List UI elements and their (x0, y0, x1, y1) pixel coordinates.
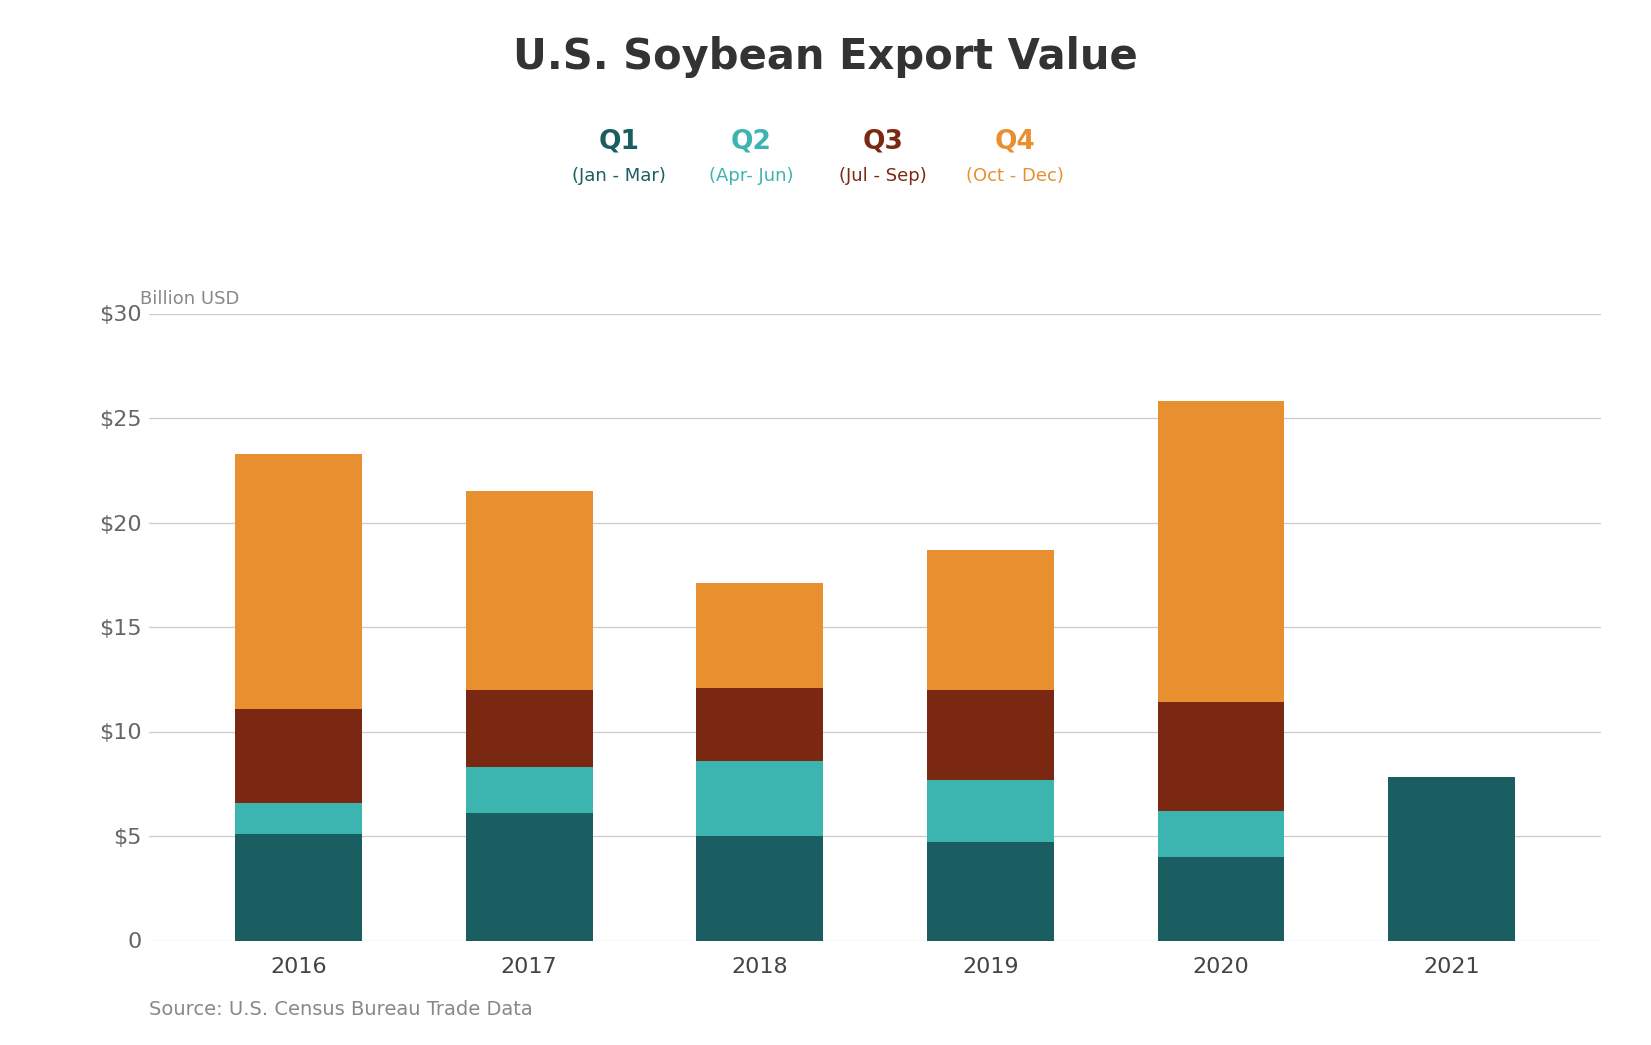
Bar (234, 803, 362, 834)
Text: U.S. Soybean Export Value: U.S. Soybean Export Value (513, 37, 1138, 78)
Bar (234, 454, 362, 709)
Bar (697, 688, 824, 761)
Bar (1388, 777, 1516, 940)
Text: Q1: Q1 (599, 129, 639, 154)
Text: Source: U.S. Census Bureau Trade Data: Source: U.S. Census Bureau Trade Data (149, 1000, 532, 1019)
Bar (466, 690, 593, 767)
Text: (Jan - Mar): (Jan - Mar) (573, 166, 665, 185)
Bar (1157, 702, 1284, 811)
Text: Q4: Q4 (996, 129, 1035, 154)
Bar (234, 834, 362, 940)
Bar (926, 550, 1053, 690)
Bar (1157, 811, 1284, 857)
Bar (697, 583, 824, 688)
Text: (Apr- Jun): (Apr- Jun) (708, 166, 794, 185)
Bar (234, 709, 362, 803)
Bar (466, 813, 593, 940)
Bar (697, 836, 824, 940)
Text: Billion USD: Billion USD (140, 291, 239, 308)
Bar (926, 690, 1053, 780)
Bar (1157, 857, 1284, 940)
Bar (926, 780, 1053, 842)
Bar (1157, 401, 1284, 702)
Text: (Jul - Sep): (Jul - Sep) (839, 166, 928, 185)
Text: Q3: Q3 (863, 129, 903, 154)
Bar (926, 842, 1053, 941)
Text: (Oct - Dec): (Oct - Dec) (966, 166, 1065, 185)
Text: Q2: Q2 (731, 129, 771, 154)
Bar (697, 761, 824, 836)
Bar (466, 491, 593, 690)
Bar (466, 767, 593, 813)
